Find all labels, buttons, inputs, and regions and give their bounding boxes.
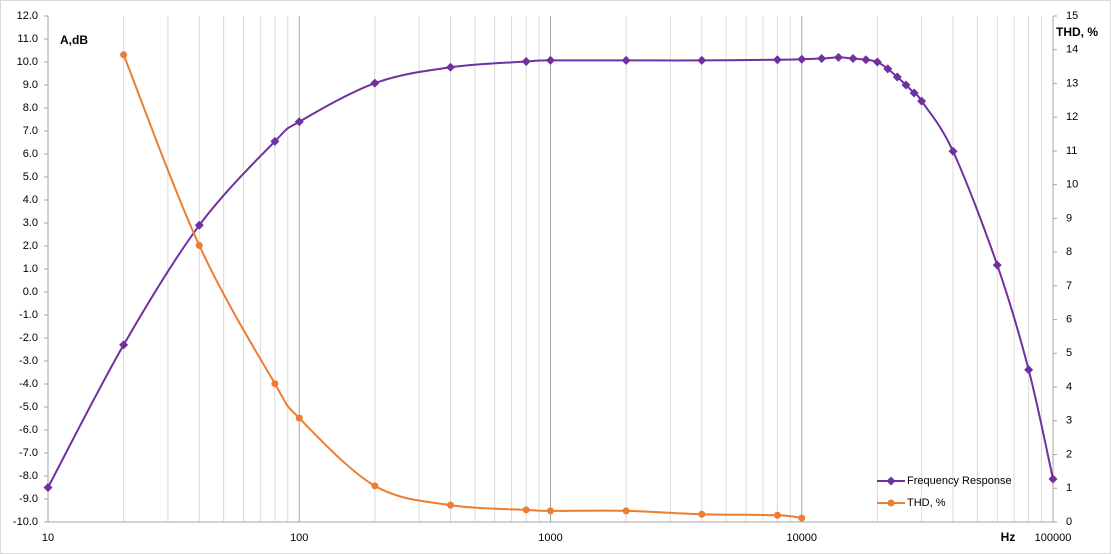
y-tick-label: -4.0 [19,378,38,390]
data-point [195,241,203,249]
y-axis-title: A,dB [60,33,88,47]
data-point [848,54,858,64]
y-tick-label: -8.0 [19,470,38,482]
x-axis-title: Hz [1001,530,1016,544]
y-tick-label: 12.0 [17,10,38,22]
x-tick-label: 10 [42,532,54,544]
y-tick-label: 6.0 [23,148,38,160]
y-tick-label: -3.0 [19,355,38,367]
data-point [119,340,129,350]
y-tick-label: -2.0 [19,332,38,344]
y2-tick-label: 9 [1066,212,1072,224]
legend: Frequency Response THD, % [877,475,1012,509]
y-tick-label: -6.0 [19,424,38,436]
y2-tick-label: 5 [1066,347,1072,359]
data-point [861,55,871,65]
data-point [883,64,893,74]
y-tick-label: -10.0 [13,516,38,528]
data-point [1024,365,1034,375]
y-tick-label: 9.0 [23,79,38,91]
data-point [833,52,843,62]
data-point [447,501,455,509]
y-tick-label: 5.0 [23,171,38,183]
data-point [992,260,1002,270]
y2-tick-label: 2 [1066,448,1072,460]
data-point [773,511,781,519]
legend-marker [887,499,895,507]
data-point [909,88,919,98]
data-point [772,55,782,65]
data-point [270,136,280,146]
y-tick-label: -7.0 [19,447,38,459]
x-tick-label: 100000 [1035,532,1072,544]
data-point [698,510,706,518]
series-line [47,56,1054,488]
y-tick-label: 4.0 [23,194,38,206]
data-point [446,62,456,72]
y2-tick-label: 8 [1066,246,1072,258]
data-point [697,55,707,65]
y2-tick-label: 7 [1066,280,1072,292]
y-tick-label: 10.0 [17,56,38,68]
data-point [522,506,530,514]
data-point [892,72,902,82]
data-point [621,55,631,65]
y2-tick-label: 10 [1066,179,1078,191]
data-point [371,482,379,490]
data-point [948,146,958,156]
data-point [797,54,807,64]
y-tick-label: 0.0 [23,286,38,298]
y2-axis-title: THD, % [1056,25,1098,39]
data-point [547,507,554,515]
x-tick-label: 1000 [538,532,562,544]
y2-tick-label: 13 [1066,77,1078,89]
data-point [521,57,531,67]
data-point [43,483,53,492]
data-point [917,96,927,106]
y-tick-label: 11.0 [17,33,38,45]
data-point [1048,474,1058,484]
data-point [295,414,303,422]
data-point [294,117,304,127]
data-point [872,57,882,67]
y2-tick-label: 15 [1066,10,1078,22]
y2-tick-label: 11 [1066,145,1077,157]
y-tick-label: -9.0 [19,493,38,505]
y2-tick-label: 1 [1066,482,1072,494]
data-point [901,80,911,90]
data-point [546,55,555,65]
grid [47,16,1054,522]
y-tick-label: 3.0 [23,217,38,229]
data-point [798,514,806,522]
y2-tick-label: 0 [1066,516,1072,528]
data-point [194,220,204,230]
legend-label: Frequency Response [907,475,1012,487]
y-tick-label: -5.0 [19,401,38,413]
y2-tick-label: 14 [1066,44,1078,56]
y-tick-label: 8.0 [23,102,38,114]
data-point [120,51,128,59]
y-tick-label: 2.0 [23,240,38,252]
data-point [271,380,279,388]
y2-tick-label: 12 [1066,111,1078,123]
y2-tick-label: 4 [1066,381,1072,393]
y2-tick-label: 3 [1066,415,1072,427]
x-tick-label: 100 [290,532,308,544]
y-tick-label: 1.0 [23,263,38,275]
x-tick-label: 10000 [786,532,817,544]
legend-label: THD, % [907,497,946,509]
legend-marker [886,476,896,486]
data-point [817,54,827,64]
y2-tick-label: 6 [1066,314,1072,326]
data-point [370,78,380,88]
y-tick-label: 7.0 [23,125,38,137]
y-tick-label: -1.0 [19,309,38,321]
data-point [622,507,630,515]
